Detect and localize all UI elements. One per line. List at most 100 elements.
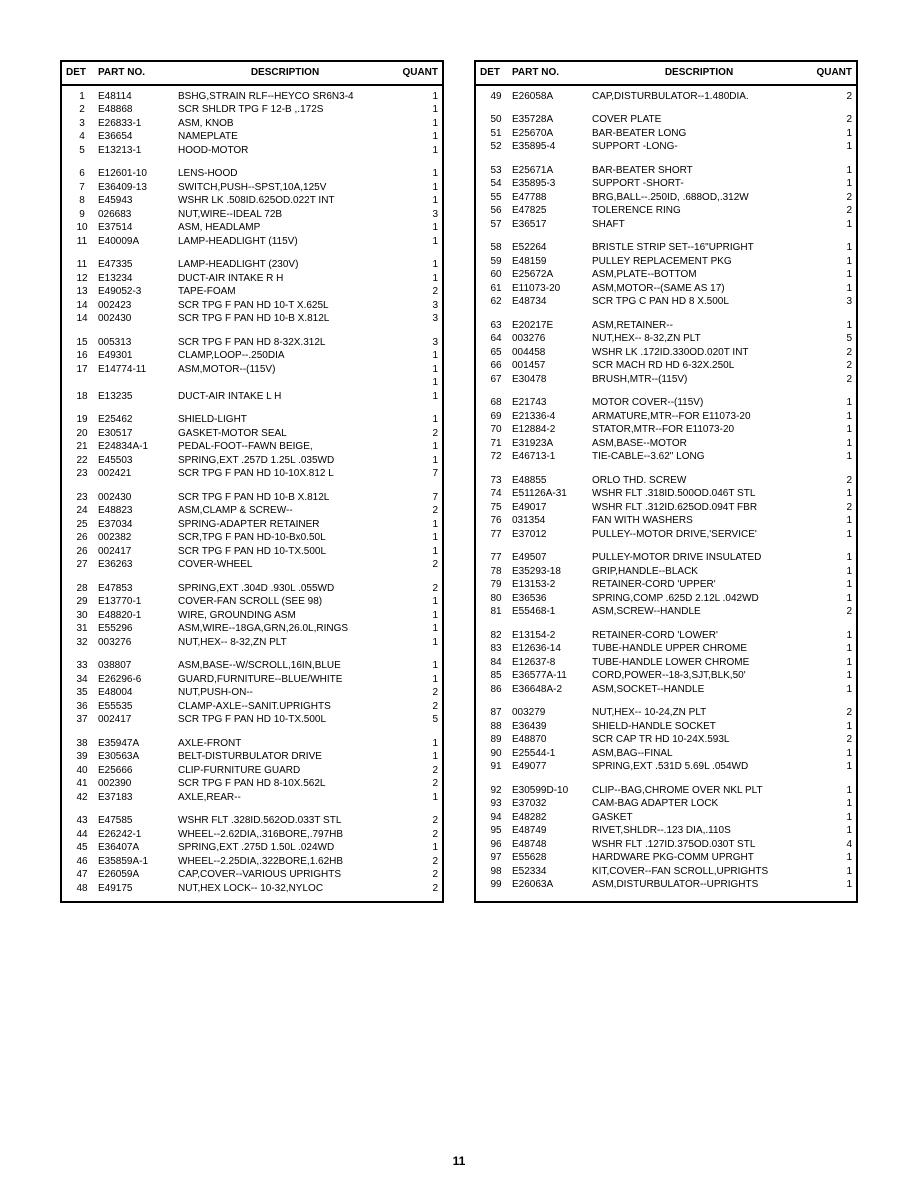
cell-desc: WSHR FLT .127ID.375OD.030T STL [592, 838, 832, 852]
cell-desc: SCR MACH RD HD 6-32X.250L [592, 359, 832, 373]
cell-desc: ASM, HEADLAMP [178, 221, 418, 235]
table-row: 49E26058ACAP,DISTURBULATOR--1.480DIA.2 [480, 90, 852, 104]
table-row: 36E55535CLAMP-AXLE--SANIT.UPRIGHTS2 [66, 700, 438, 714]
cell-desc: NUT,HEX-- 8-32,ZN PLT [592, 332, 832, 346]
table-row: 15005313SCR TPG F PAN HD 8-32X.312L3 [66, 336, 438, 350]
table-row: 48E49175NUT,HEX LOCK-- 10-32,NYLOC2 [66, 882, 438, 896]
cell-desc: SHAFT [592, 218, 832, 232]
cell-det: 45 [66, 841, 98, 855]
cell-desc: HARDWARE PKG-COMM UPRGHT [592, 851, 832, 865]
table-row: 68E21743MOTOR COVER--(115V)1 [480, 396, 852, 410]
cell-det: 5 [66, 144, 98, 158]
cell-det: 76 [480, 514, 512, 528]
cell-quant: 1 [418, 737, 438, 751]
cell-desc: SPRING,EXT .257D 1.25L .035WD [178, 454, 418, 468]
cell-det: 88 [480, 720, 512, 734]
cell-det: 90 [480, 747, 512, 761]
cell-part: E49301 [98, 349, 178, 363]
cell-quant: 7 [418, 491, 438, 505]
cell-desc: CLAMP-AXLE--SANIT.UPRIGHTS [178, 700, 418, 714]
cell-part: E47853 [98, 582, 178, 596]
table-row: 14002423SCR TPG F PAN HD 10-T X.625L3 [66, 299, 438, 313]
table-row: 59E48159PULLEY REPLACEMENT PKG1 [480, 255, 852, 269]
cell-part: E48820-1 [98, 609, 178, 623]
cell-det: 30 [66, 609, 98, 623]
cell-part: E47335 [98, 258, 178, 272]
cell-det: 23 [66, 467, 98, 481]
cell-det: 58 [480, 241, 512, 255]
cell-part: E48114 [98, 90, 178, 104]
cell-desc: STATOR,MTR--FOR E11073-20 [592, 423, 832, 437]
cell-quant: 1 [832, 760, 852, 774]
cell-part: E37034 [98, 518, 178, 532]
cell-part: E11073-20 [512, 282, 592, 296]
cell-quant: 2 [418, 582, 438, 596]
cell-det: 11 [66, 258, 98, 272]
cell-part: E47585 [98, 814, 178, 828]
cell-part: E36517 [512, 218, 592, 232]
cell-desc: TUBE-HANDLE UPPER CHROME [592, 642, 832, 656]
cell-part: E35895-4 [512, 140, 592, 154]
cell-det: 42 [66, 791, 98, 805]
cell-quant: 1 [418, 390, 438, 404]
cell-quant: 1 [832, 396, 852, 410]
cell-det: 93 [480, 797, 512, 811]
cell-desc: SCR TPG F PAN HD 8-10X.562L [178, 777, 418, 791]
table-row: 11E47335LAMP-HEADLIGHT (230V)1 [66, 258, 438, 272]
cell-part: E40009A [98, 235, 178, 249]
cell-desc: BRUSH,MTR--(115V) [592, 373, 832, 387]
cell-quant: 2 [418, 700, 438, 714]
cell-desc: SCR TPG C PAN HD 8 X.500L [592, 295, 832, 309]
cell-part: 026683 [98, 208, 178, 222]
cell-quant: 2 [832, 474, 852, 488]
table-row: 66001457SCR MACH RD HD 6-32X.250L2 [480, 359, 852, 373]
cell-part: E48282 [512, 811, 592, 825]
row-gap [66, 572, 438, 582]
table-row: 9026683NUT,WIRE--IDEAL 72B3 [66, 208, 438, 222]
cell-part: E13213-1 [98, 144, 178, 158]
cell-quant: 1 [418, 673, 438, 687]
cell-quant: 2 [418, 814, 438, 828]
cell-det: 85 [480, 669, 512, 683]
cell-det: 13 [66, 285, 98, 299]
cell-desc: SCR CAP TR HD 10-24X.593L [592, 733, 832, 747]
cell-desc: SCR TPG F PAN HD 10-10X.812 L [178, 467, 418, 481]
cell-desc: AXLE-FRONT [178, 737, 418, 751]
table-row: 84E12637-8TUBE-HANDLE LOWER CHROME1 [480, 656, 852, 670]
table-row: 79E13153-2RETAINER-CORD 'UPPER'1 [480, 578, 852, 592]
cell-det: 32 [66, 636, 98, 650]
cell-quant: 2 [832, 501, 852, 515]
table-row: 41002390SCR TPG F PAN HD 8-10X.562L2 [66, 777, 438, 791]
cell-det: 83 [480, 642, 512, 656]
table-row: 26002382SCR,TPG F PAN HD-10-Bx0.50L1 [66, 531, 438, 545]
cell-quant: 1 [832, 218, 852, 232]
cell-part: E47788 [512, 191, 592, 205]
row-gap [66, 248, 438, 258]
cell-quant: 2 [832, 191, 852, 205]
cell-det: 35 [66, 686, 98, 700]
cell-det [66, 376, 98, 390]
cell-desc: SCR TPG F PAN HD 8-32X.312L [178, 336, 418, 350]
cell-quant: 2 [832, 733, 852, 747]
cell-desc: COVER-WHEEL [178, 558, 418, 572]
cell-quant: 1 [418, 413, 438, 427]
table-row: 3E26833-1ASM, KNOB1 [66, 117, 438, 131]
table-row: 21E24834A-1PEDAL-FOOT--FAWN BEIGE,1 [66, 440, 438, 454]
cell-desc: CORD,POWER--18-3,SJT,BLK,50' [592, 669, 832, 683]
cell-desc: RIVET,SHLDR--.123 DIA,.110S [592, 824, 832, 838]
cell-quant: 1 [418, 440, 438, 454]
table-row: 70E12884-2STATOR,MTR--FOR E11073-201 [480, 423, 852, 437]
cell-det: 7 [66, 181, 98, 195]
cell-quant: 2 [418, 828, 438, 842]
cell-part: E47825 [512, 204, 592, 218]
cell-part: E12884-2 [512, 423, 592, 437]
cell-det: 54 [480, 177, 512, 191]
cell-desc: SPRING,COMP .625D 2.12L .042WD [592, 592, 832, 606]
cell-quant: 2 [418, 427, 438, 441]
row-gap [66, 326, 438, 336]
cell-quant: 2 [832, 346, 852, 360]
cell-part: E35293-18 [512, 565, 592, 579]
cell-det: 50 [480, 113, 512, 127]
cell-desc: AXLE,REAR-- [178, 791, 418, 805]
table-row: 16E49301CLAMP,LOOP--.250DIA1 [66, 349, 438, 363]
